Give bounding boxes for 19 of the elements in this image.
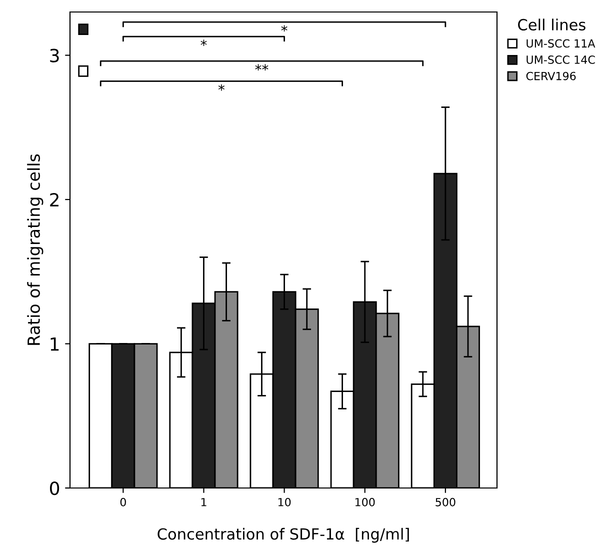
y-tick-label: 2 xyxy=(50,192,58,206)
annotation: * xyxy=(200,40,207,46)
legend-title: Cell lines xyxy=(518,18,586,30)
x-tick-label: 10 xyxy=(278,498,291,506)
y-tick-label: 1 xyxy=(50,337,59,351)
y-tick-label: 0 xyxy=(50,481,60,496)
x-tick-label: 0 xyxy=(120,498,126,506)
annotation: ** xyxy=(255,64,268,71)
legend-label: UM-SCC 11A xyxy=(526,39,596,48)
annotation: * xyxy=(218,84,225,91)
legend-label: UM-SCC 14C xyxy=(526,56,595,64)
y-axis-title: Ratio of migrating cells xyxy=(27,154,44,345)
y-tick-label: 3 xyxy=(50,48,59,62)
annotation: * xyxy=(281,25,288,32)
x-tick-label: 1 xyxy=(201,498,206,506)
x-axis-title: Concentration of SDF-1α [ng/ml] xyxy=(158,528,409,543)
x-tick-label: 100 xyxy=(355,498,375,506)
x-tick-label: 500 xyxy=(436,498,456,506)
legend-label: CERV196 xyxy=(526,72,576,80)
